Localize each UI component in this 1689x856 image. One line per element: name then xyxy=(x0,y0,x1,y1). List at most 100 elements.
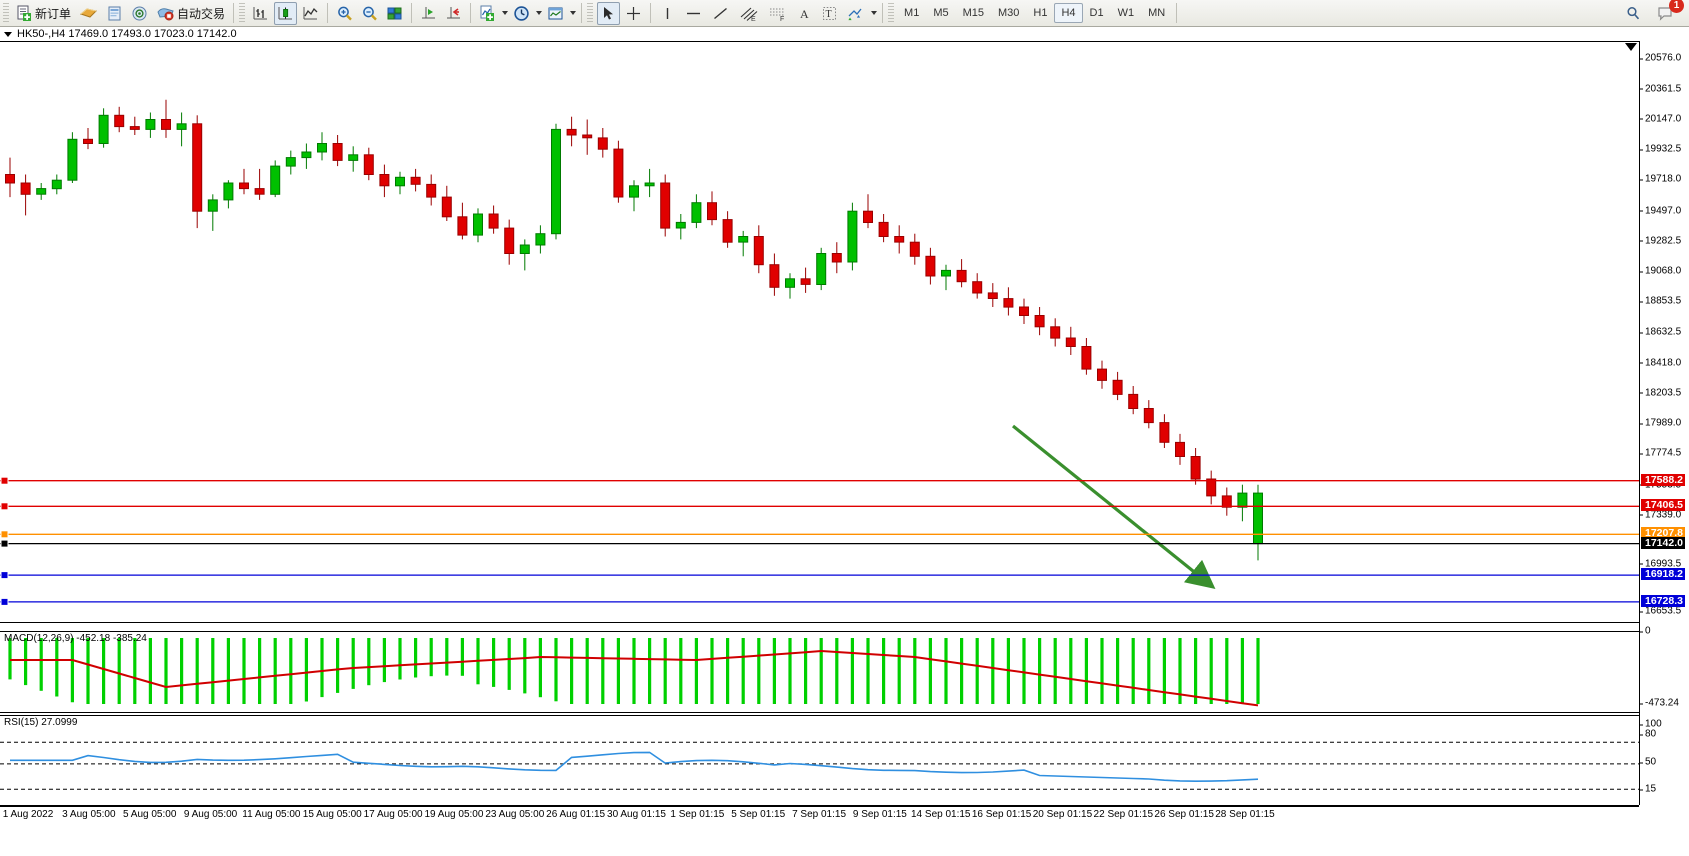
time-axis-tick: 23 Aug 05:00 xyxy=(485,809,545,820)
macd-label: MACD(12,26,9) -452.18 -385.24 xyxy=(4,633,147,644)
zoom-out-button[interactable] xyxy=(358,2,381,25)
trendline-tool-button[interactable] xyxy=(708,2,733,25)
current-price-label[interactable]: 17142.0 xyxy=(1641,536,1685,549)
autotrading-button[interactable]: 自动交易 xyxy=(153,2,228,25)
toolbar-separator-1 xyxy=(233,3,235,23)
timeframe-w1[interactable]: W1 xyxy=(1117,7,1135,19)
cursor-tool-button[interactable] xyxy=(597,1,621,25)
bar-chart-button[interactable] xyxy=(249,2,272,25)
crosshair-tool-button[interactable] xyxy=(622,2,645,25)
time-axis-tick: 22 Sep 01:15 xyxy=(1093,809,1154,820)
timeframe-m30[interactable]: M30 xyxy=(998,7,1020,19)
symbol-ohlc-text: HK50-,H4 17469.0 17493.0 17023.0 17142.0 xyxy=(17,28,237,40)
symbol-info-bar: HK50-,H4 17469.0 17493.0 17023.0 17142.0 xyxy=(0,27,237,41)
svg-text:E: E xyxy=(751,16,756,22)
timeframe-d1[interactable]: D1 xyxy=(1089,7,1104,19)
price-level-label[interactable]: 17588.2 xyxy=(1641,473,1685,486)
scroll-to-end-marker-icon[interactable] xyxy=(1625,43,1637,51)
vertical-line-tool-button[interactable] xyxy=(656,2,679,25)
price-axis-tick: 19932.5 xyxy=(1640,144,1681,155)
time-axis-tick: 14 Sep 01:15 xyxy=(911,809,971,820)
objects-dropdown-arrow[interactable] xyxy=(869,3,878,23)
search-icon[interactable] xyxy=(1622,2,1645,25)
price-scale[interactable]: 20576.0 20361.5 20147.0 19932.5 19718.0 19497… xyxy=(1639,41,1689,805)
data-window-button[interactable] xyxy=(103,2,126,25)
price-level-label[interactable]: 17406.5 xyxy=(1641,499,1685,512)
rsi-axis-tick: 15 xyxy=(1640,784,1656,795)
time-axis-tick: 5 Aug 05:00 xyxy=(122,809,177,820)
time-axis-tick: 7 Sep 01:15 xyxy=(792,809,847,820)
price-axis-tick: 18853.5 xyxy=(1640,296,1681,307)
price-axis-tick: 18632.5 xyxy=(1640,327,1681,338)
time-axis-tick: 20 Sep 01:15 xyxy=(1032,809,1093,820)
chart-shift-button[interactable] xyxy=(417,2,440,25)
navigator-button[interactable] xyxy=(128,2,151,25)
market-watch-button[interactable] xyxy=(76,2,101,25)
text-label-tool-button[interactable]: T xyxy=(818,2,841,25)
timeframe-mn[interactable]: MN xyxy=(1148,7,1166,19)
templates-button[interactable] xyxy=(544,2,567,25)
rsi-pane[interactable]: RSI(15) 27.0999 xyxy=(0,715,1639,807)
toolbar-grip-2[interactable] xyxy=(239,3,246,23)
time-axis-tick: 1 Aug 2022 xyxy=(2,809,54,820)
zoom-in-button[interactable] xyxy=(333,2,356,25)
price-axis-tick: 17339.0 xyxy=(1640,509,1681,520)
price-level-label[interactable]: 17207.8 xyxy=(1641,527,1685,540)
toolbar-separator-5 xyxy=(581,3,583,23)
price-axis-tick: 17989.0 xyxy=(1640,418,1681,429)
notifications-icon[interactable]: 1 xyxy=(1653,0,1684,25)
macd-pane[interactable]: MACD(12,26,9) -452.18 -385.24 xyxy=(0,631,1639,713)
auto-scroll-button[interactable] xyxy=(442,2,465,25)
timeframe-m1[interactable]: M1 xyxy=(904,7,920,19)
timeframe-m15[interactable]: M15 xyxy=(962,7,984,19)
chart-menu-caret-icon[interactable] xyxy=(4,31,12,37)
indicators-button[interactable] xyxy=(476,2,499,25)
horizontal-line-tool-button[interactable] xyxy=(681,2,706,25)
period-dropdown-arrow[interactable] xyxy=(534,3,543,23)
equidistant-channel-tool-button[interactable]: E xyxy=(735,2,762,25)
price-level-label[interactable]: 16728.3 xyxy=(1641,594,1685,607)
time-axis-tick: 16 Sep 01:15 xyxy=(971,809,1032,820)
price-axis-tick: 19282.5 xyxy=(1640,235,1681,246)
indicators-dropdown-arrow[interactable] xyxy=(500,3,509,23)
price-axis-tick: 20576.0 xyxy=(1640,53,1681,64)
main-toolbar: 新订单 自动交易 xyxy=(0,0,1689,27)
objects-list-button[interactable] xyxy=(843,2,868,25)
templates-dropdown-arrow[interactable] xyxy=(568,3,577,23)
macd-axis-tick: 0 xyxy=(1640,626,1651,637)
time-axis-tick: 9 Aug 05:00 xyxy=(183,809,238,820)
rsi-axis-tick: 80 xyxy=(1640,729,1656,740)
time-axis-tick: 19 Aug 05:00 xyxy=(424,809,484,820)
timeframe-h1[interactable]: H1 xyxy=(1033,7,1048,19)
time-axis-tick: 26 Aug 01:15 xyxy=(546,809,606,820)
line-chart-button[interactable] xyxy=(299,2,322,25)
rsi-series xyxy=(0,741,1639,790)
macd-axis-tick: -473.24 xyxy=(1640,698,1679,709)
toolbar-grip-4[interactable] xyxy=(888,3,895,23)
toolbar-grip[interactable] xyxy=(3,3,9,23)
tile-windows-button[interactable] xyxy=(383,2,406,25)
price-axis-tick: 20147.0 xyxy=(1640,113,1681,124)
time-axis-tick: 5 Sep 01:15 xyxy=(731,809,786,820)
time-scale[interactable]: 1 Aug 2022 3 Aug 05:00 5 Aug 05:00 9 Aug 05… xyxy=(0,805,1639,825)
macd-series xyxy=(8,638,1260,707)
price-axis-tick: 17774.5 xyxy=(1640,448,1681,459)
period-button[interactable] xyxy=(510,2,533,25)
time-axis-tick: 26 Sep 01:15 xyxy=(1154,809,1214,820)
time-axis-tick: 9 Sep 01:15 xyxy=(852,809,907,820)
chart-window[interactable]: HK50-,H4 17469.0 17493.0 17023.0 17142.0… xyxy=(0,27,1689,856)
autotrading-label: 自动交易 xyxy=(177,6,226,21)
timeframe-m5[interactable]: M5 xyxy=(933,7,949,19)
timeframe-h4[interactable]: H4 xyxy=(1054,3,1083,23)
rsi-axis-tick: 50 xyxy=(1640,757,1656,768)
price-axis-tick: 16653.5 xyxy=(1640,606,1681,617)
price-chart-pane[interactable] xyxy=(0,41,1639,623)
price-axis-tick: 20361.5 xyxy=(1640,83,1681,94)
candlestick-chart-button[interactable] xyxy=(274,1,298,25)
time-axis-tick: 1 Sep 01:15 xyxy=(670,809,725,820)
toolbar-grip-3[interactable] xyxy=(587,3,594,23)
fibonacci-tool-button[interactable]: F xyxy=(764,2,791,25)
price-level-label[interactable]: 16918.2 xyxy=(1641,568,1685,581)
new-order-button[interactable]: 新订单 xyxy=(13,2,74,25)
text-tool-button[interactable]: A xyxy=(793,2,816,25)
